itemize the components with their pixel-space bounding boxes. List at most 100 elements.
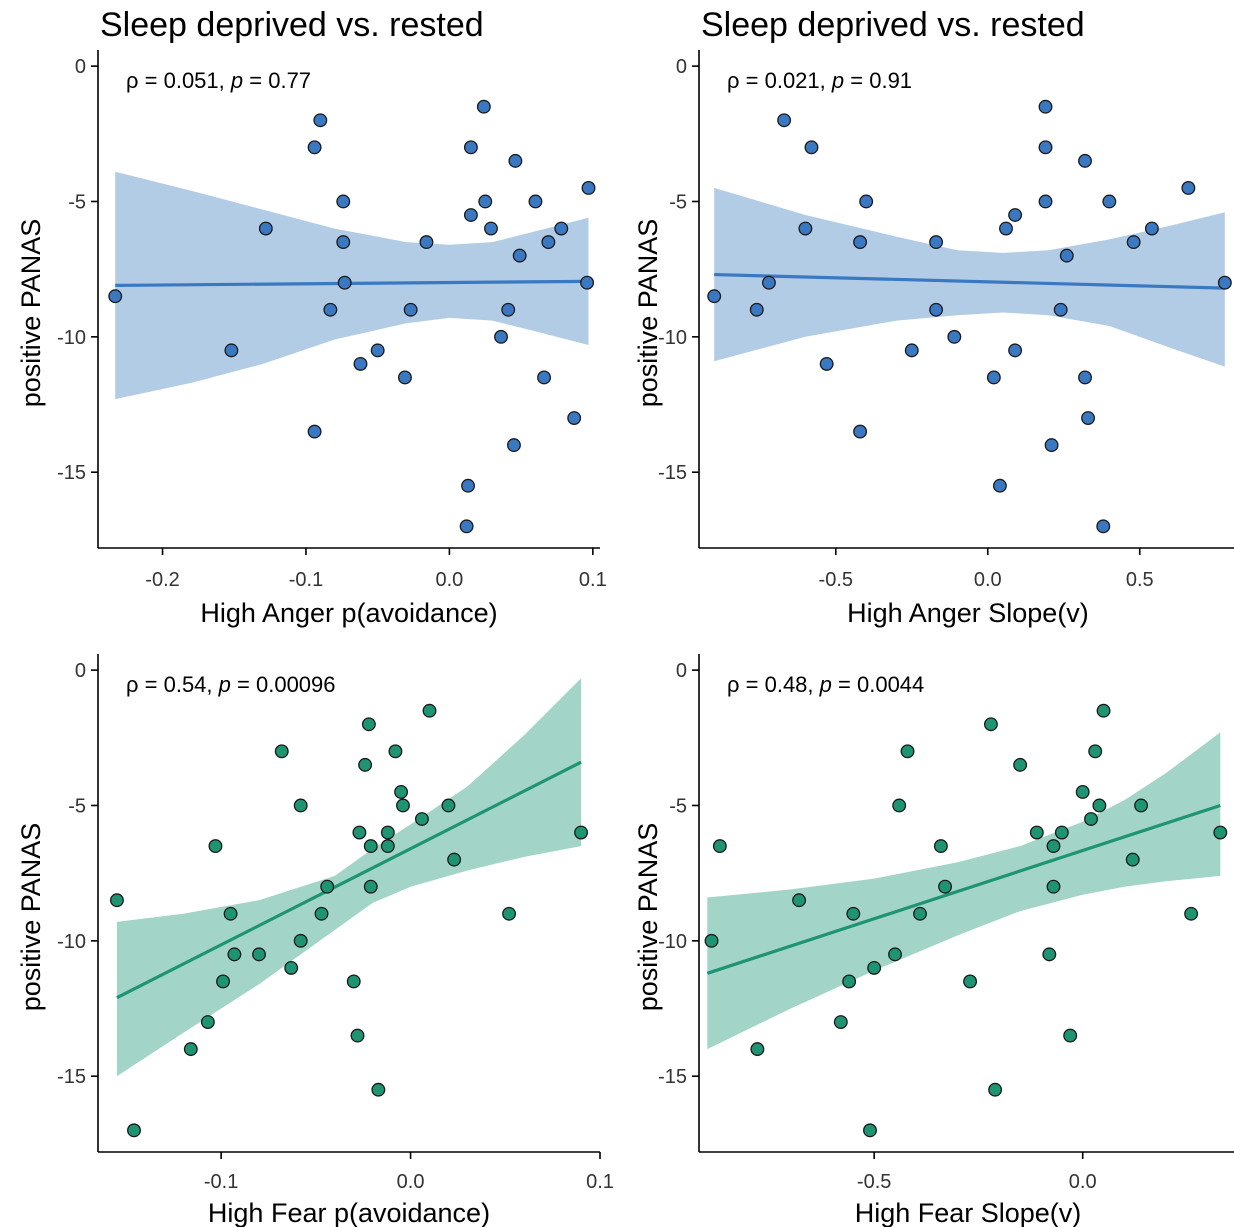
equals-sign: = xyxy=(243,68,268,93)
data-point xyxy=(307,424,322,439)
data-point xyxy=(1181,180,1196,195)
data-point xyxy=(422,703,437,718)
rho-value: 0.021 xyxy=(765,68,820,93)
data-point xyxy=(494,329,508,344)
p-value: 0.0044 xyxy=(857,672,924,697)
data-point xyxy=(258,221,273,236)
data-point xyxy=(459,519,474,534)
data-point xyxy=(853,235,868,250)
data-point xyxy=(999,221,1013,236)
data-point xyxy=(1046,879,1061,894)
x-axis-label: High Anger p(avoidance) xyxy=(200,598,497,628)
data-point xyxy=(1075,784,1090,799)
data-point xyxy=(581,180,596,195)
data-point xyxy=(388,744,403,759)
data-point xyxy=(1088,744,1103,759)
y-tick-label: -5 xyxy=(669,795,687,817)
data-point xyxy=(461,478,475,493)
data-point xyxy=(947,329,962,344)
data-point xyxy=(1144,221,1159,236)
x-tick-label: -0.2 xyxy=(145,569,179,591)
rho-symbol: ρ = xyxy=(727,68,765,93)
data-point xyxy=(370,343,385,358)
data-point xyxy=(371,1082,386,1097)
data-point xyxy=(933,839,948,854)
data-point xyxy=(900,744,915,759)
x-tick-label: 0.0 xyxy=(435,569,463,591)
y-tick-label: -5 xyxy=(68,795,86,817)
data-point xyxy=(704,933,719,948)
data-point xyxy=(1078,153,1092,168)
data-point xyxy=(1038,99,1053,114)
x-tick-label: -0.5 xyxy=(819,569,853,591)
data-point xyxy=(284,960,299,975)
chart-title: Sleep deprived vs. rested xyxy=(701,6,1085,44)
data-point xyxy=(1054,825,1069,840)
x-tick-label: 0.0 xyxy=(1069,1171,1097,1193)
data-point xyxy=(1046,839,1061,854)
data-point xyxy=(842,974,857,989)
data-point xyxy=(200,1015,215,1030)
data-point xyxy=(293,933,308,948)
regression-line xyxy=(714,272,1225,290)
data-point xyxy=(346,974,361,989)
data-point xyxy=(252,947,266,962)
p-value: 0.91 xyxy=(869,68,912,93)
data-point xyxy=(867,960,882,975)
data-point xyxy=(216,974,230,989)
separator: , xyxy=(820,68,832,93)
x-axis-label: High Fear Slope(v) xyxy=(855,1198,1082,1227)
chart-panel-fear-slope: 0 -5 -10 -15 -0.5 0.0 High Fear Slope(v) positi… xyxy=(617,600,1234,1227)
data-point xyxy=(208,839,223,854)
y-tick-label: -5 xyxy=(669,191,687,213)
data-point xyxy=(1053,302,1068,317)
data-point xyxy=(358,757,373,772)
rho-symbol: ρ = xyxy=(126,68,164,93)
data-point xyxy=(1096,519,1111,534)
data-point xyxy=(447,852,462,867)
data-point xyxy=(336,194,351,209)
data-point xyxy=(963,974,978,989)
y-axis-label: positive PANAS xyxy=(16,219,46,408)
data-point xyxy=(1078,370,1092,385)
y-tick-label: -10 xyxy=(658,931,687,953)
data-point xyxy=(1184,906,1199,921)
correlation-annotation: ρ = 0.48, p = 0.0044 xyxy=(727,672,924,697)
equals-sign: = xyxy=(832,672,857,697)
data-point xyxy=(1134,798,1149,813)
data-point xyxy=(712,839,727,854)
data-point xyxy=(1096,703,1111,718)
p-symbol: p xyxy=(819,672,832,697)
data-point xyxy=(863,1123,877,1138)
p-symbol: p xyxy=(218,672,231,697)
y-tick-label: -10 xyxy=(57,327,86,349)
y-tick-label: 0 xyxy=(75,56,86,78)
data-point xyxy=(353,356,368,371)
data-point xyxy=(363,879,378,894)
data-point xyxy=(707,289,722,304)
data-point xyxy=(414,812,429,826)
x-tick-label: -0.1 xyxy=(289,569,323,591)
y-tick-label: -15 xyxy=(658,1066,687,1088)
x-tick-label: 0.1 xyxy=(586,1171,614,1193)
y-tick-label: -10 xyxy=(658,327,687,349)
data-point xyxy=(846,906,861,921)
data-point xyxy=(833,1015,848,1030)
x-tick-label: -0.5 xyxy=(857,1171,891,1193)
x-tick-label: 0.0 xyxy=(397,1171,425,1193)
y-tick-label: -5 xyxy=(68,191,86,213)
data-point xyxy=(352,825,367,840)
data-point xyxy=(992,478,1007,493)
data-point xyxy=(541,235,556,250)
data-point xyxy=(441,798,456,813)
data-point xyxy=(512,248,527,263)
rho-value: 0.48 xyxy=(765,672,808,697)
scatter-plot: 0 -5 -10 -15 -0.5 0.0 0.5 High Anger Slope(v) po… xyxy=(633,6,1234,628)
data-point xyxy=(1092,798,1107,813)
x-axis-label: High Anger Slope(v) xyxy=(847,598,1089,628)
data-point xyxy=(537,370,552,385)
data-point xyxy=(419,235,434,250)
data-point xyxy=(293,798,308,813)
data-point xyxy=(1059,248,1074,263)
data-point xyxy=(528,194,543,209)
